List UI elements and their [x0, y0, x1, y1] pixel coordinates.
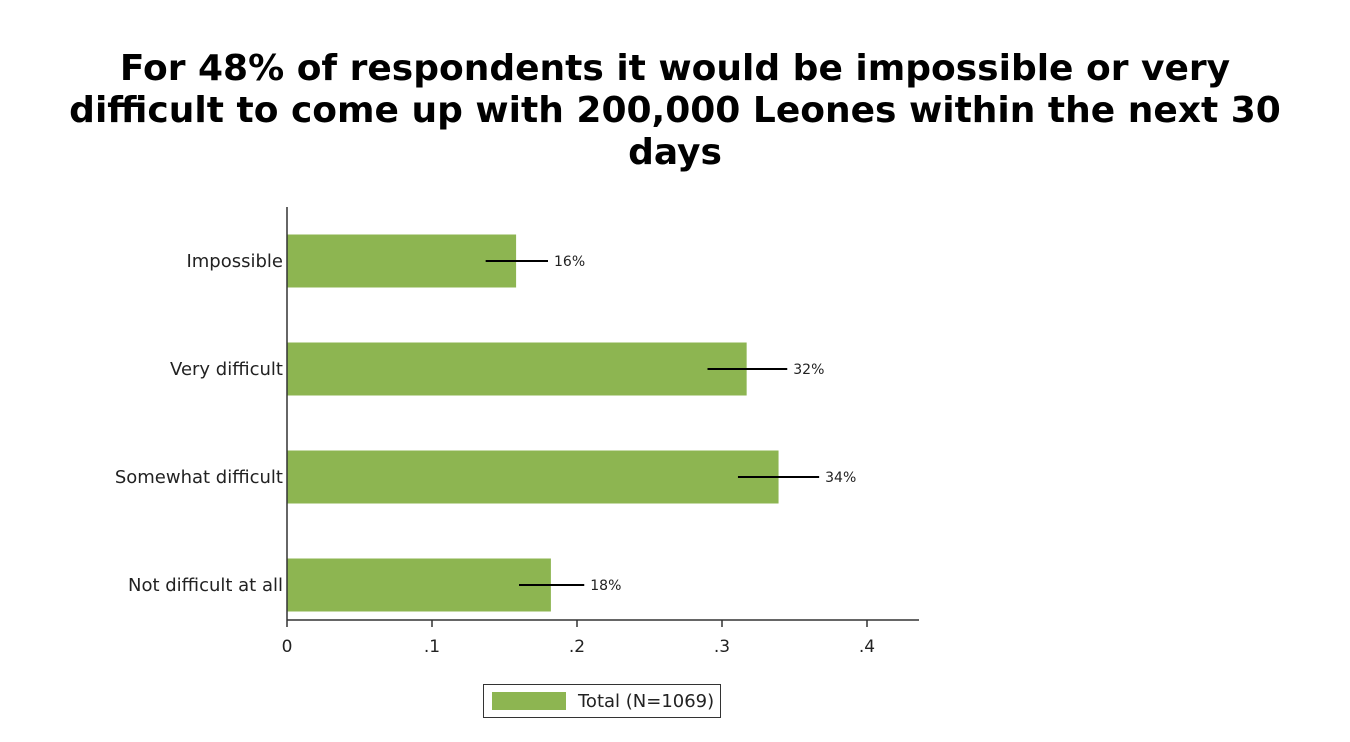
chart-title: For 48% of respondents it would be impos… — [69, 48, 1281, 173]
bar — [287, 450, 779, 504]
axes-layer: 0 .1 .2 .3 .4 — [282, 207, 919, 657]
data-label: 16% — [554, 254, 585, 270]
legend-label: Total (N=1069) — [578, 690, 715, 712]
x-tick-label: .4 — [859, 637, 875, 657]
x-tick-label: .1 — [424, 637, 440, 657]
data-label: 18% — [590, 578, 621, 594]
legend: Total (N=1069) — [483, 684, 721, 718]
category-label: Very difficult — [170, 359, 283, 380]
bar — [287, 234, 517, 288]
data-label: 34% — [825, 470, 856, 486]
category-label: Not difficult at all — [128, 575, 283, 596]
bars-layer — [287, 234, 779, 612]
bar — [287, 558, 551, 612]
labels-layer: 16% Impossible 32% Very difficult 34% Somewha… — [115, 251, 856, 596]
x-tick-label: .2 — [569, 637, 585, 657]
bar — [287, 342, 747, 396]
error-bars-layer — [485, 260, 820, 586]
category-label: Impossible — [186, 251, 283, 272]
category-label: Somewhat difficult — [115, 467, 283, 488]
x-tick-label: .3 — [714, 637, 730, 657]
data-label: 32% — [793, 362, 824, 378]
legend-swatch — [492, 692, 566, 710]
x-tick-label: 0 — [282, 637, 293, 657]
